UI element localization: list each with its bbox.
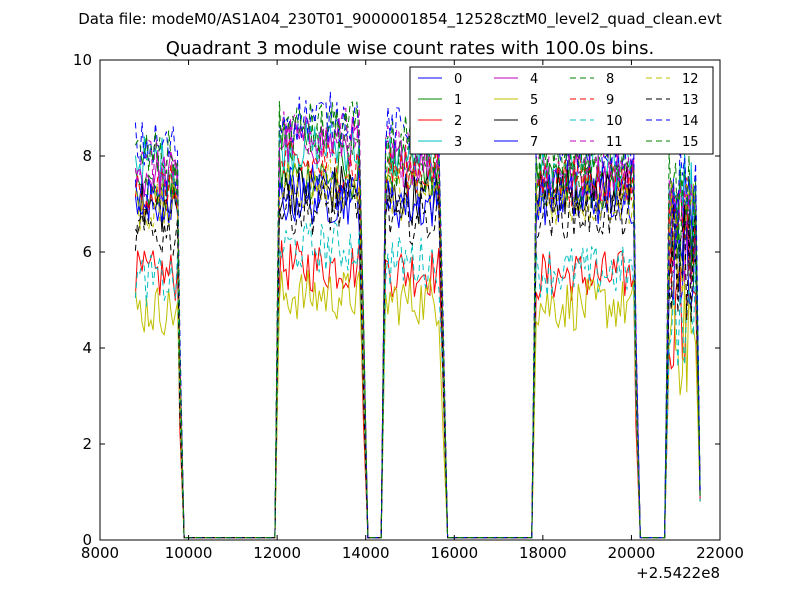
y-tick-label: 10 [73, 51, 92, 69]
legend-label-6: 6 [530, 114, 538, 129]
x-tick-label: 14000 [342, 544, 390, 562]
y-tick-label: 2 [82, 435, 92, 453]
legend-frame [409, 66, 714, 155]
legend-label-0: 0 [454, 72, 462, 87]
y-tick-label: 8 [82, 147, 92, 165]
series-line-8 [134, 109, 701, 539]
x-offset-label: +2.5422e8 [636, 564, 720, 582]
series-line-2 [134, 240, 701, 539]
legend-label-3: 3 [454, 135, 462, 150]
x-tick-label: 10000 [165, 544, 213, 562]
x-tick-label: 18000 [519, 544, 567, 562]
x-tick-label: 16000 [430, 544, 478, 562]
legend-label-1: 1 [454, 93, 462, 108]
series-line-7 [134, 174, 701, 539]
chart-title: Quadrant 3 module wise count rates with … [166, 38, 655, 59]
chart-suptitle: Data file: modeM0/AS1A04_230T01_90000018… [78, 10, 722, 29]
plot-frame [99, 59, 721, 541]
legend-label-13: 13 [682, 93, 699, 108]
x-tick-label: 8000 [81, 544, 119, 562]
series-line-9 [134, 137, 701, 539]
y-tick-label: 0 [82, 531, 92, 549]
series-line-5 [134, 269, 701, 539]
legend-label-7: 7 [530, 135, 538, 150]
legend-label-5: 5 [530, 93, 538, 108]
legend-label-12: 12 [682, 72, 699, 87]
legend-label-9: 9 [606, 93, 614, 108]
legend-label-14: 14 [682, 114, 699, 129]
legend-label-11: 11 [606, 135, 623, 150]
y-tick-label: 6 [82, 243, 92, 261]
x-tick-label: 12000 [253, 544, 301, 562]
x-tick-label: 20000 [608, 544, 656, 562]
legend-label-4: 4 [530, 72, 538, 87]
series-line-13 [134, 182, 701, 539]
legend-label-8: 8 [606, 72, 614, 87]
legend-label-10: 10 [606, 114, 623, 129]
series-line-12 [134, 158, 701, 539]
legend-label-2: 2 [454, 114, 462, 129]
legend-label-15: 15 [682, 135, 699, 150]
ticks-layer: 8000 10000 12000 14000 16000 18000 20000 22000 0… [73, 51, 744, 562]
series-line-10 [134, 221, 701, 539]
series-line-6 [134, 163, 701, 539]
series-layer [134, 91, 701, 539]
y-tick-label: 4 [82, 339, 92, 357]
x-tick-label: 22000 [696, 544, 744, 562]
